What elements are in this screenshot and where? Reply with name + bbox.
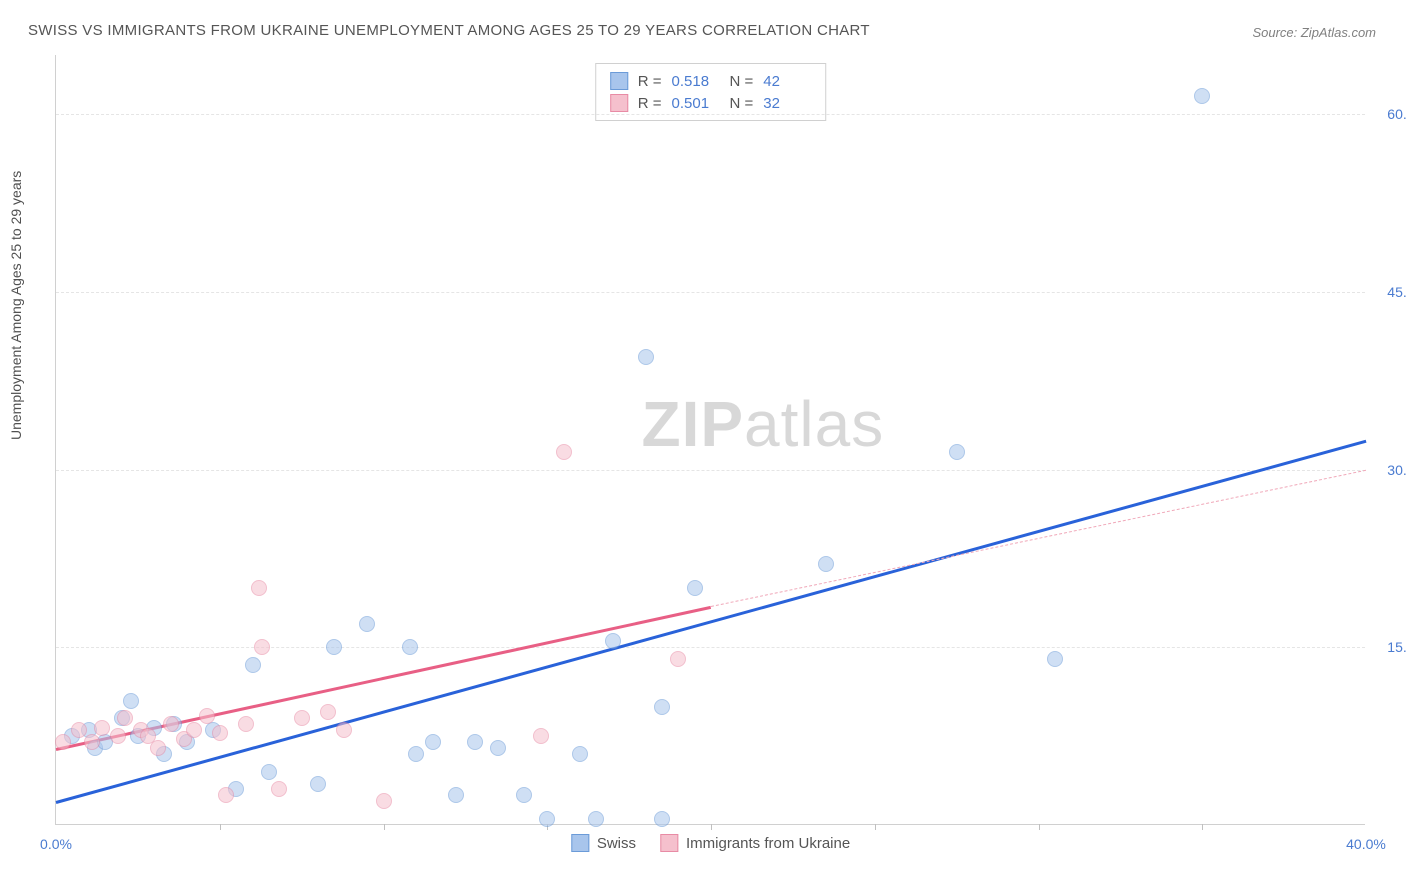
data-point: [687, 580, 703, 596]
data-point: [261, 764, 277, 780]
stat-n-label: N =: [730, 73, 754, 90]
legend-label: Immigrants from Ukraine: [686, 835, 850, 852]
data-point: [1194, 88, 1210, 104]
data-point: [218, 787, 234, 803]
data-point: [376, 793, 392, 809]
y-tick-label: 30.0%: [1387, 462, 1406, 478]
stat-n-value: 42: [763, 73, 811, 90]
x-tick-mark: [875, 824, 876, 830]
data-point: [271, 781, 287, 797]
legend-label: Swiss: [597, 835, 636, 852]
legend-swatch: [571, 834, 589, 852]
x-tick-mark: [711, 824, 712, 830]
legend-swatch: [610, 94, 628, 112]
chart-title: SWISS VS IMMIGRANTS FROM UKRAINE UNEMPLO…: [28, 22, 870, 39]
data-point: [638, 349, 654, 365]
data-point: [533, 728, 549, 744]
data-point: [310, 776, 326, 792]
data-point: [556, 444, 572, 460]
y-tick-label: 15.0%: [1387, 639, 1406, 655]
data-point: [150, 740, 166, 756]
stat-r-label: R =: [638, 95, 662, 112]
data-point: [654, 811, 670, 827]
legend-item: Swiss: [571, 834, 636, 852]
data-point: [199, 708, 215, 724]
y-axis-label: Unemployment Among Ages 25 to 29 years: [8, 171, 24, 440]
data-point: [123, 693, 139, 709]
data-point: [425, 734, 441, 750]
data-point: [326, 639, 342, 655]
stat-r-value: 0.518: [672, 73, 720, 90]
data-point: [110, 728, 126, 744]
data-point: [117, 710, 133, 726]
legend-swatch: [610, 72, 628, 90]
data-point: [163, 716, 179, 732]
watermark-bold: ZIP: [641, 388, 744, 460]
data-point: [71, 722, 87, 738]
data-point: [588, 811, 604, 827]
data-point: [467, 734, 483, 750]
data-point: [516, 787, 532, 803]
data-point: [94, 720, 110, 736]
watermark-light: atlas: [744, 388, 884, 460]
x-tick-mark: [220, 824, 221, 830]
data-point: [212, 725, 228, 741]
data-point: [448, 787, 464, 803]
data-point: [1047, 651, 1063, 667]
data-point: [654, 699, 670, 715]
data-point: [238, 716, 254, 732]
data-point: [818, 556, 834, 572]
data-point: [408, 746, 424, 762]
x-tick-mark: [1039, 824, 1040, 830]
source-attribution: Source: ZipAtlas.com: [1252, 25, 1376, 40]
legend-swatch: [660, 834, 678, 852]
data-point: [251, 580, 267, 596]
stat-r-label: R =: [638, 73, 662, 90]
plot-area: ZIPatlas R =0.518N =42R =0.501N =32 Swis…: [55, 55, 1365, 825]
data-point: [490, 740, 506, 756]
data-point: [402, 639, 418, 655]
data-point: [572, 746, 588, 762]
data-point: [359, 616, 375, 632]
stat-n-value: 32: [763, 95, 811, 112]
data-point: [294, 710, 310, 726]
data-point: [254, 639, 270, 655]
x-tick-mark: [384, 824, 385, 830]
watermark: ZIPatlas: [641, 387, 884, 461]
data-point: [186, 722, 202, 738]
data-point: [320, 704, 336, 720]
y-tick-label: 60.0%: [1387, 106, 1406, 122]
data-point: [539, 811, 555, 827]
data-point: [55, 734, 71, 750]
stat-r-value: 0.501: [672, 95, 720, 112]
data-point: [670, 651, 686, 667]
x-tick-label: 0.0%: [40, 836, 72, 852]
data-point: [84, 734, 100, 750]
y-tick-label: 45.0%: [1387, 284, 1406, 300]
series-legend: Swiss Immigrants from Ukraine: [571, 834, 850, 852]
x-tick-label: 40.0%: [1346, 836, 1386, 852]
data-point: [245, 657, 261, 673]
legend-item: Immigrants from Ukraine: [660, 834, 850, 852]
data-point: [605, 633, 621, 649]
data-point: [336, 722, 352, 738]
x-tick-mark: [1202, 824, 1203, 830]
stat-n-label: N =: [730, 95, 754, 112]
data-point: [949, 444, 965, 460]
